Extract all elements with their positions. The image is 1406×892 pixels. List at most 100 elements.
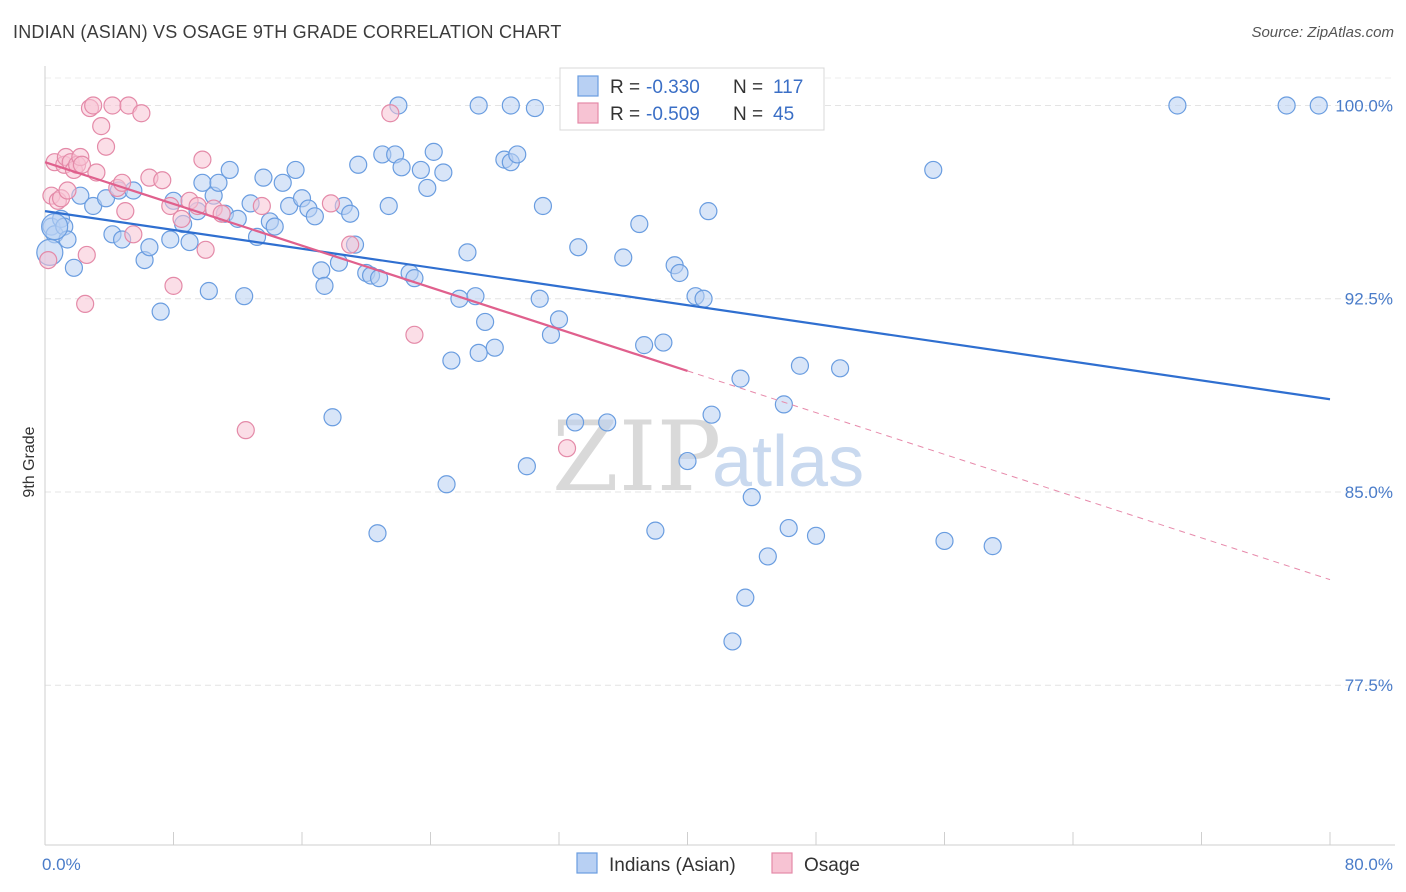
- y-tick-label: 92.5%: [1345, 290, 1393, 309]
- data-point: [172, 209, 191, 228]
- data-point: [411, 160, 430, 180]
- data-point: [485, 338, 504, 357]
- data-point: [273, 173, 292, 192]
- data-point: [235, 287, 254, 306]
- data-point: [678, 451, 697, 471]
- data-point: [379, 196, 398, 216]
- data-points: [36, 96, 1328, 651]
- legend-r-value: -0.330: [646, 77, 700, 98]
- data-point: [76, 294, 95, 313]
- data-point: [924, 160, 943, 180]
- legend-r-label: R =: [610, 77, 640, 98]
- x-tick-label-max: 80.0%: [1345, 855, 1393, 874]
- data-point: [180, 232, 199, 252]
- legend-r-label: R =: [610, 104, 640, 125]
- data-point: [525, 98, 545, 118]
- chart-title: INDIAN (ASIAN) VS OSAGE 9TH GRADE CORREL…: [13, 22, 562, 42]
- data-point: [392, 158, 411, 177]
- data-point: [469, 96, 488, 115]
- series-points-osage: [39, 96, 577, 458]
- data-point: [646, 521, 665, 540]
- data-point: [517, 457, 536, 476]
- data-point: [702, 405, 721, 424]
- y-axis-label: 9th Grade: [21, 426, 38, 497]
- data-point: [116, 202, 135, 221]
- y-tick-label: 100.0%: [1335, 96, 1393, 115]
- data-point: [321, 194, 341, 213]
- data-point: [1168, 96, 1187, 115]
- data-point: [112, 173, 132, 192]
- data-point: [405, 269, 424, 288]
- data-point: [723, 632, 742, 651]
- data-point: [58, 181, 77, 200]
- data-point: [790, 356, 810, 375]
- data-point: [614, 248, 633, 267]
- data-point: [1277, 96, 1296, 115]
- data-point: [323, 408, 342, 427]
- trend-line-osage: [44, 161, 688, 372]
- data-point: [458, 243, 477, 262]
- data-point: [418, 178, 437, 198]
- trend-line-osage-extension: [687, 370, 1331, 581]
- data-point: [64, 258, 84, 277]
- data-point: [341, 204, 360, 223]
- trend-line-indians-asian: [44, 210, 1331, 401]
- data-point: [286, 160, 305, 180]
- data-point: [736, 588, 755, 607]
- data-point: [557, 439, 577, 458]
- data-point: [806, 526, 826, 545]
- data-point: [39, 250, 58, 270]
- data-point: [598, 413, 617, 432]
- data-point: [312, 261, 331, 280]
- data-point: [469, 343, 488, 362]
- data-point: [164, 276, 183, 295]
- data-point: [236, 421, 255, 440]
- x-tick-label-min: 0.0%: [42, 855, 81, 874]
- data-point: [405, 325, 424, 344]
- data-point: [151, 302, 170, 321]
- data-point: [196, 240, 215, 259]
- data-point: [254, 168, 273, 187]
- legend-n-value: 45: [773, 104, 794, 125]
- data-point: [305, 207, 324, 226]
- data-point: [830, 359, 850, 378]
- data-point: [731, 369, 750, 388]
- data-point: [209, 173, 228, 192]
- legend-label-indians-asian: Indians (Asian): [609, 855, 736, 876]
- data-point: [533, 196, 553, 216]
- data-point: [84, 96, 103, 115]
- data-point: [220, 160, 239, 180]
- data-point: [124, 225, 143, 244]
- data-point: [530, 289, 549, 308]
- data-point: [265, 217, 284, 236]
- data-point: [565, 413, 585, 432]
- data-point: [654, 333, 673, 352]
- legend-swatch-indians-asian: [576, 852, 598, 874]
- legend-n-label: N =: [733, 104, 763, 125]
- data-point: [779, 518, 798, 538]
- data-point: [315, 276, 334, 295]
- source-label: Source: ZipAtlas.com: [1251, 24, 1394, 41]
- data-point: [437, 475, 456, 494]
- data-point: [341, 235, 360, 254]
- data-point: [630, 214, 649, 234]
- data-point: [140, 238, 159, 257]
- data-point-large: [41, 213, 69, 241]
- data-point: [569, 238, 588, 257]
- data-point: [434, 163, 453, 182]
- data-point: [381, 104, 400, 123]
- data-point: [193, 150, 212, 169]
- data-point: [96, 137, 116, 156]
- series-legend: Indians (Asian) Osage: [576, 852, 860, 876]
- data-point: [635, 336, 654, 355]
- data-point: [161, 230, 180, 249]
- data-point: [132, 104, 151, 123]
- data-point: [103, 96, 122, 115]
- data-point: [983, 537, 1002, 556]
- data-point: [508, 145, 527, 164]
- legend-n-value: 117: [773, 77, 803, 98]
- legend-label-osage: Osage: [804, 855, 860, 876]
- data-point: [349, 155, 368, 174]
- legend-swatch-osage: [771, 852, 793, 874]
